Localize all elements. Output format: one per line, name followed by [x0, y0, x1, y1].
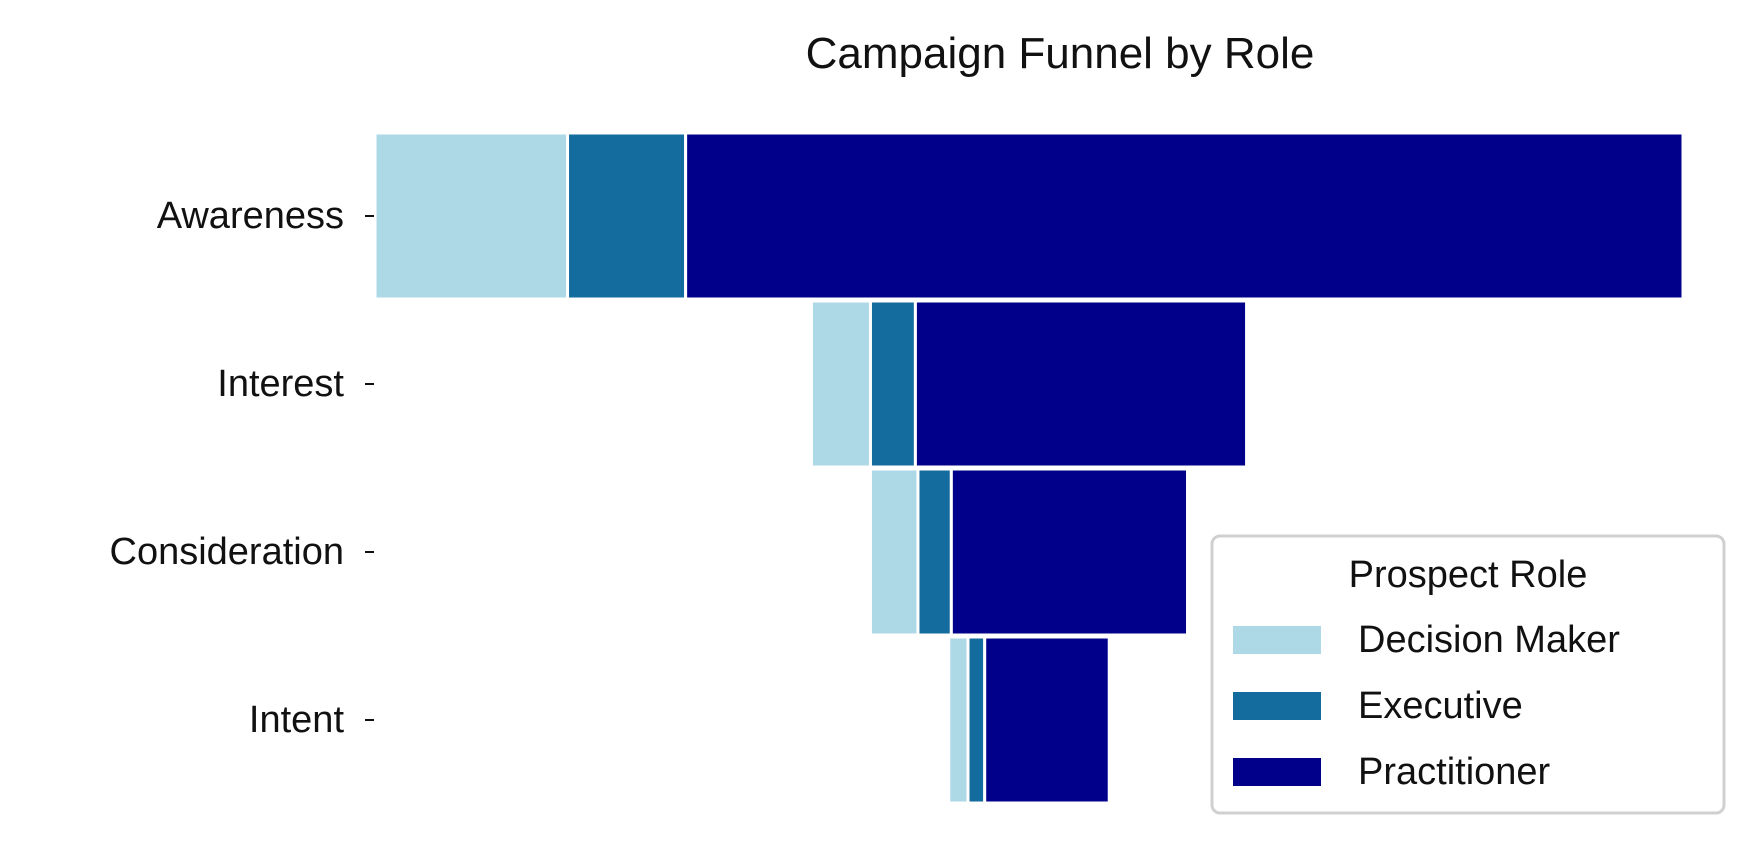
y-tick-label-interest: Interest	[217, 363, 344, 405]
legend-label-executive: Executive	[1358, 685, 1523, 727]
bar-awareness-decision-maker	[373, 131, 570, 301]
bar-intent-decision-maker	[947, 635, 970, 805]
legend-label-practitioner: Practitioner	[1358, 751, 1551, 793]
bar-consideration-decision-maker	[868, 467, 920, 637]
bar-intent-executive	[966, 635, 987, 805]
y-tick-label-awareness: Awareness	[157, 195, 344, 237]
bar-intent-practitioner	[983, 635, 1111, 805]
bars-group	[373, 131, 1685, 805]
chart-title: Campaign Funnel by Role	[806, 29, 1315, 78]
bar-awareness-executive	[566, 131, 688, 301]
legend-title: Prospect Role	[1349, 554, 1588, 596]
y-axis: Awareness Interest Consideration Intent	[110, 195, 374, 741]
y-tick-label-consideration: Consideration	[110, 531, 344, 573]
legend-items: Decision Maker Executive Practitioner	[1233, 619, 1620, 793]
legend-swatch-practitioner	[1233, 758, 1321, 786]
bar-consideration-practitioner	[949, 467, 1190, 637]
bar-interest-practitioner	[913, 299, 1249, 469]
bar-interest-decision-maker	[809, 299, 872, 469]
y-tick-label-intent: Intent	[249, 699, 345, 741]
legend-frame	[1210, 534, 1726, 815]
legend-swatch-executive	[1233, 692, 1321, 720]
legend-swatch-decision-maker	[1233, 626, 1321, 654]
legend-label-decision-maker: Decision Maker	[1358, 619, 1620, 661]
bar-interest-executive	[868, 299, 917, 469]
legend: Prospect Role Decision Maker Executive Pra…	[1210, 534, 1726, 815]
bar-consideration-executive	[916, 467, 953, 637]
bar-awareness-practitioner	[684, 131, 1685, 301]
